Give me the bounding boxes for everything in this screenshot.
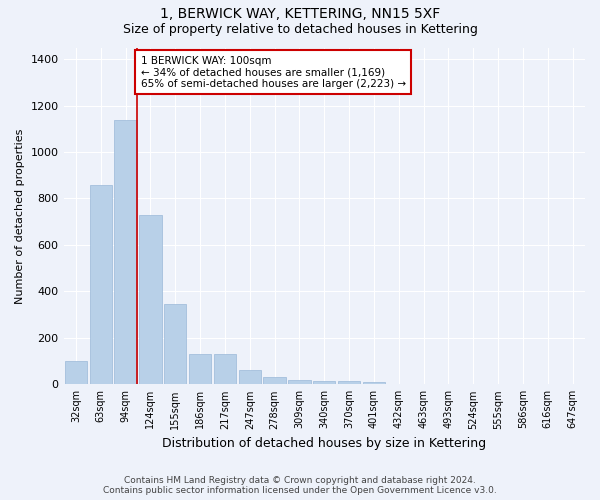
Bar xyxy=(363,382,385,384)
Bar xyxy=(313,381,335,384)
X-axis label: Distribution of detached houses by size in Kettering: Distribution of detached houses by size … xyxy=(162,437,487,450)
Bar xyxy=(139,214,161,384)
Text: 1 BERWICK WAY: 100sqm
← 34% of detached houses are smaller (1,169)
65% of semi-d: 1 BERWICK WAY: 100sqm ← 34% of detached … xyxy=(140,56,406,89)
Bar xyxy=(89,184,112,384)
Bar xyxy=(115,120,137,384)
Bar xyxy=(288,380,311,384)
Bar xyxy=(338,381,360,384)
Text: Contains HM Land Registry data © Crown copyright and database right 2024.
Contai: Contains HM Land Registry data © Crown c… xyxy=(103,476,497,495)
Text: Size of property relative to detached houses in Kettering: Size of property relative to detached ho… xyxy=(122,22,478,36)
Y-axis label: Number of detached properties: Number of detached properties xyxy=(15,128,25,304)
Bar xyxy=(263,378,286,384)
Bar xyxy=(189,354,211,384)
Bar xyxy=(164,304,187,384)
Text: 1, BERWICK WAY, KETTERING, NN15 5XF: 1, BERWICK WAY, KETTERING, NN15 5XF xyxy=(160,8,440,22)
Bar xyxy=(239,370,261,384)
Bar xyxy=(214,354,236,384)
Bar xyxy=(65,361,87,384)
